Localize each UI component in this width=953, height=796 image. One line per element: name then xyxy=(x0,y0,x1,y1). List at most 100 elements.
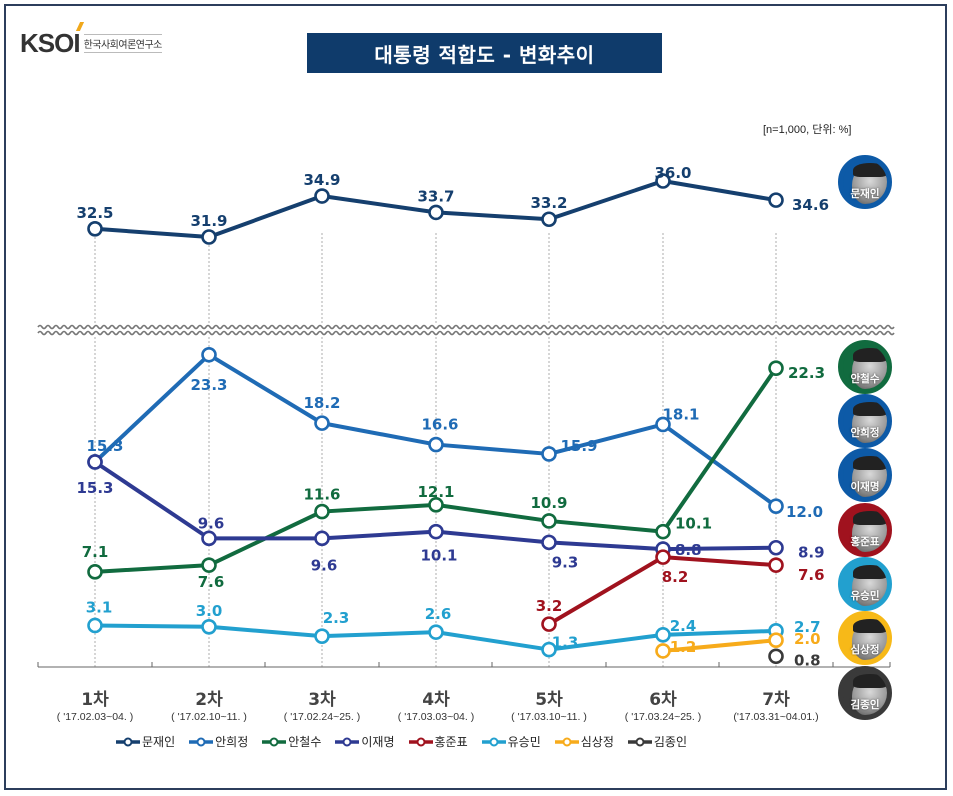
logo-mark: KSOI xyxy=(20,22,84,59)
data-label: 2.7 xyxy=(794,618,821,636)
data-label: 7.6 xyxy=(198,573,225,591)
data-point xyxy=(655,627,671,643)
data-point xyxy=(314,628,330,644)
data-point xyxy=(541,513,557,529)
data-label: 34.6 xyxy=(792,196,829,214)
data-label: 1.2 xyxy=(670,638,697,656)
x-tick-label: 7차 ('17.03.31~04.01.) xyxy=(721,690,831,724)
round-name: 1차 xyxy=(81,690,109,710)
round-name: 5차 xyxy=(535,690,563,710)
round-date: ( '17.03.24~25. ) xyxy=(624,711,702,723)
candidate-portrait-3: 안희정 xyxy=(838,394,892,448)
candidate-portrait-2: 안철수 xyxy=(838,340,892,394)
legend-label: 유승민 xyxy=(507,735,541,749)
legend-marker-icon xyxy=(335,737,360,746)
x-tick-label: 6차( '17.03.24~25. ) xyxy=(608,690,718,724)
data-label: 3.0 xyxy=(196,602,223,620)
chart-frame xyxy=(4,4,947,790)
data-point xyxy=(201,229,217,245)
data-point xyxy=(314,188,330,204)
data-label: 10.1 xyxy=(420,547,457,565)
legend: 문재인 안희정 안철수 이재명 홍준표 유승민 심상정 김종인 xyxy=(116,733,687,750)
series-line xyxy=(662,638,777,653)
axis-break-wave xyxy=(37,324,895,330)
data-label: 10.1 xyxy=(675,515,712,533)
data-point xyxy=(428,204,444,221)
data-point xyxy=(541,616,557,632)
portrait-hair xyxy=(853,674,887,688)
round-date: ( '17.03.10~11. ) xyxy=(511,711,587,723)
data-label: 15.3 xyxy=(76,479,113,497)
series-김종인: 0.8 xyxy=(768,648,821,669)
data-label: 0.8 xyxy=(794,651,821,669)
portrait-hair xyxy=(853,619,887,633)
portrait-hair xyxy=(853,163,887,177)
candidate-portrait-5: 홍준표 xyxy=(838,503,892,557)
round-date: ( '17.02.24~25. ) xyxy=(283,711,361,723)
data-label: 7.1 xyxy=(82,543,109,561)
data-point xyxy=(655,643,671,659)
round-name: 2차 xyxy=(195,690,223,710)
legend-item: 안철수 xyxy=(262,733,321,750)
legend-label: 김종인 xyxy=(653,735,687,749)
series-line xyxy=(94,367,778,574)
data-point xyxy=(655,416,671,433)
data-point xyxy=(428,436,444,453)
portrait-name: 김종인 xyxy=(850,699,880,711)
data-label: 1.3 xyxy=(552,634,579,652)
legend-item: 안희정 xyxy=(189,733,248,750)
data-label: 32.5 xyxy=(76,204,113,222)
data-label: 16.6 xyxy=(421,416,458,434)
round-date: ( '17.02.03~04. ) xyxy=(56,711,134,723)
series-홍준표: 3.2 8.2 7.6 xyxy=(536,549,825,632)
legend-marker-icon xyxy=(116,737,140,746)
data-point xyxy=(314,503,330,520)
candidate-portrait-6: 유승민 xyxy=(838,557,892,611)
data-label: 8.2 xyxy=(662,568,689,586)
data-label: 10.9 xyxy=(530,494,567,512)
portrait-hair xyxy=(853,511,887,525)
candidate-portrait-1: 문재인 xyxy=(838,155,892,209)
data-point xyxy=(768,192,784,208)
data-point xyxy=(655,523,671,540)
series-문재인: 32.5 31.9 34.9 33.7 33.2 36.0 34.6 xyxy=(76,164,829,245)
candidate-portrait-7: 심상정 xyxy=(838,611,892,665)
sample-note: [n=1,000, 단위: %] xyxy=(763,124,852,136)
data-point xyxy=(768,648,784,665)
data-point xyxy=(201,346,217,363)
round-date: ('17.03.31~04.01.) xyxy=(733,711,819,723)
legend-label: 안철수 xyxy=(288,735,322,749)
x-tick-label: 1차( '17.02.03~04. ) xyxy=(40,690,150,724)
data-label: 2.4 xyxy=(670,617,697,635)
data-label: 8.8 xyxy=(675,541,702,559)
data-point xyxy=(314,415,330,431)
data-point xyxy=(541,641,557,658)
data-point xyxy=(541,211,557,228)
data-label: 12.1 xyxy=(417,483,454,501)
portrait-hair xyxy=(853,348,887,362)
portrait-hair xyxy=(853,565,887,579)
x-tick-label: 5차( '17.03.10~11. ) xyxy=(494,690,604,724)
round-date: ( '17.02.10~11. ) xyxy=(171,711,247,723)
data-label: 15.3 xyxy=(86,437,123,455)
portrait-hair xyxy=(853,402,887,416)
legend-item: 김종인 xyxy=(627,733,687,750)
data-point xyxy=(768,557,784,573)
round-name: 7차 xyxy=(762,690,790,710)
round-name: 4차 xyxy=(422,690,450,710)
data-label: 2.0 xyxy=(794,630,821,648)
portrait-name: 안철수 xyxy=(850,373,880,385)
legend-marker-icon xyxy=(189,737,214,746)
series-이재명: 15.3 9.6 9.6 10.1 9.3 8.8 8.9 xyxy=(76,454,825,574)
legend-marker-icon xyxy=(554,737,579,746)
data-label: 33.7 xyxy=(417,187,454,205)
data-point xyxy=(87,221,103,237)
chart-title: 대통령 적합도 - 변화추이 xyxy=(307,33,662,73)
legend-item: 이재명 xyxy=(335,733,395,750)
data-point xyxy=(314,530,330,547)
data-point xyxy=(201,557,217,573)
legend-item: 심상정 xyxy=(554,733,614,750)
data-point xyxy=(87,564,103,580)
legend-label: 안희정 xyxy=(215,735,249,749)
data-point xyxy=(768,632,784,649)
